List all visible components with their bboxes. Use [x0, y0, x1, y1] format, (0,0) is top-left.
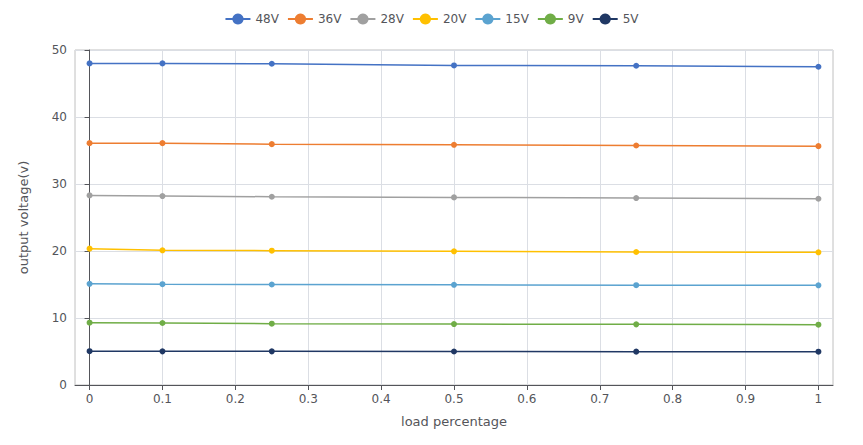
svg-text:0.1: 0.1	[153, 392, 172, 406]
svg-text:10: 10	[52, 311, 67, 325]
svg-text:0.5: 0.5	[444, 392, 463, 406]
svg-text:5V: 5V	[623, 12, 640, 26]
svg-text:48V: 48V	[255, 12, 279, 26]
svg-text:1: 1	[815, 392, 823, 406]
svg-text:0.9: 0.9	[736, 392, 755, 406]
svg-text:0.4: 0.4	[372, 392, 391, 406]
svg-text:0.3: 0.3	[299, 392, 318, 406]
svg-text:36V: 36V	[318, 12, 342, 26]
svg-text:0.8: 0.8	[663, 392, 682, 406]
svg-text:0: 0	[86, 392, 94, 406]
svg-text:0: 0	[59, 378, 67, 392]
svg-text:20: 20	[52, 244, 67, 258]
svg-text:28V: 28V	[380, 12, 404, 26]
svg-text:40: 40	[52, 110, 67, 124]
svg-text:0.2: 0.2	[226, 392, 245, 406]
svg-text:9V: 9V	[568, 12, 585, 26]
svg-text:load percentage: load percentage	[401, 414, 507, 429]
svg-text:15V: 15V	[505, 12, 529, 26]
svg-text:20V: 20V	[443, 12, 467, 26]
svg-text:0.7: 0.7	[590, 392, 609, 406]
svg-text:50: 50	[52, 43, 67, 57]
svg-text:30: 30	[52, 177, 67, 191]
svg-text:output voltage(v): output voltage(v)	[16, 161, 31, 274]
svg-text:0.6: 0.6	[517, 392, 536, 406]
